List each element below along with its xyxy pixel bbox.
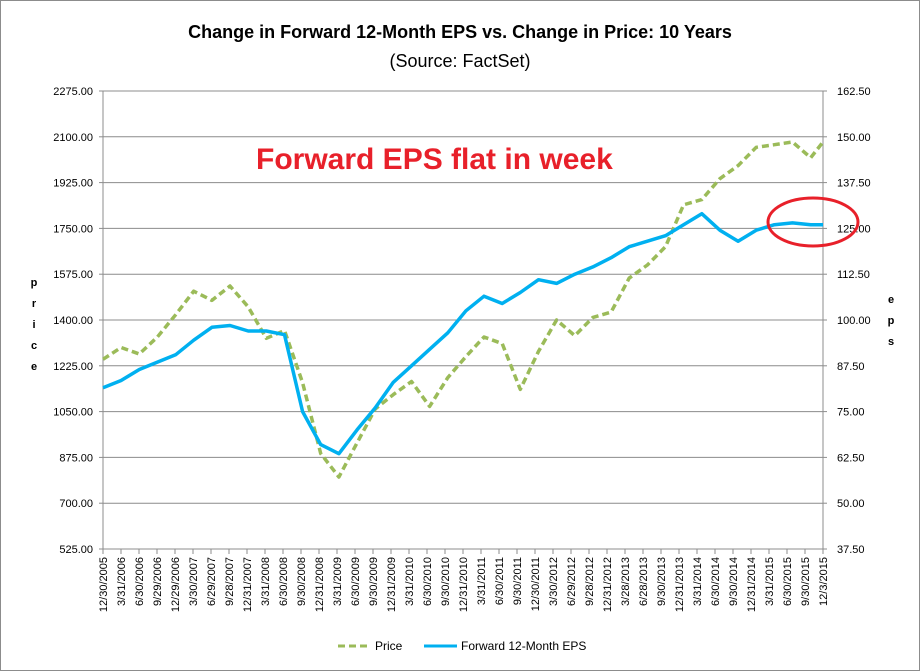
x-tick-label: 9/30/2013 [656,557,668,606]
y2-tick-label: 37.50 [837,544,865,556]
annotation-text: Forward EPS flat in week [256,143,613,176]
y-tick-label: 700.00 [59,498,93,510]
x-tick-label: 9/30/2010 [440,557,452,606]
x-tick-label: 3/31/2010 [404,557,416,606]
y2-tick-label: 50.00 [837,498,865,510]
eps-line [102,211,823,456]
x-tick-label: 12/31/2009 [386,557,398,612]
x-tick-label: 12/31/2010 [458,557,470,612]
left-axis-ticks: 2275.00 2100.00 1925.00 1750.00 1575.00 1400.… [53,86,103,556]
x-tick-label: 6/30/2011 [494,557,506,605]
chart-title: Change in Forward 12-Month EPS vs. Chang… [188,22,732,42]
x-tick-label: 12/30/2011 [530,557,542,611]
x-tick-label: 9/29/2006 [152,557,164,606]
right-axis-ticks: 162.50 150.00 137.50 125.00 112.50 100.00 87.5… [823,86,871,556]
y2-tick-label: 125.00 [837,223,871,235]
y2-tick-label: 87.50 [837,361,865,373]
y2-tick-label: 137.50 [837,178,871,190]
x-tick-label: 12/29/2006 [170,557,182,612]
y-tick-label: 1050.00 [53,407,93,419]
y-tick-label: 2275.00 [53,86,93,98]
x-tick-label: 6/30/2006 [134,557,146,606]
x-tick-label: 3/31/2015 [764,557,776,606]
legend: Price Forward 12-Month EPS [338,639,586,653]
x-tick-label: 9/30/2015 [800,557,812,606]
y-tick-label: 1400.00 [53,315,93,327]
x-tick-label: 12/3/2015 [818,557,830,606]
x-tick-label: 9/28/2012 [584,557,596,606]
x-tick-label: 9/30/2009 [368,557,380,606]
x-tick-label: 9/30/2011 [512,557,524,605]
x-tick-label: 12/31/2012 [602,557,614,612]
x-tick-label: 9/28/2007 [224,557,236,606]
y2-tick-label: 62.50 [837,452,865,464]
y-tick-label: 1925.00 [53,178,93,190]
x-tick-label: 3/28/2013 [620,557,632,606]
x-tick-label: 3/31/2006 [116,557,128,606]
x-tick-label: 6/30/2014 [710,557,722,606]
grid-lines [103,136,823,504]
y2-tick-label: 100.00 [837,315,871,327]
x-tick-label: 6/28/2013 [638,557,650,606]
x-tick-label: 9/30/2014 [728,557,740,606]
x-tick-label: 6/30/2015 [782,557,794,606]
y2-tick-label: 150.00 [837,132,871,144]
x-tick-label: 12/31/2007 [242,557,254,612]
y-tick-label: 2100.00 [53,132,93,144]
x-tick-label: 6/29/2012 [566,557,578,606]
y-tick-label: 1750.00 [53,223,93,235]
series-lines [102,140,825,479]
x-tick-label: 9/30/2008 [296,557,308,606]
x-tick-label: 3/31/2011 [476,557,488,605]
x-tick-label: 3/31/2014 [692,557,704,606]
x-tick-label: 3/31/2008 [260,557,272,606]
x-axis-ticks: 12/30/2005 3/31/2006 6/30/2006 9/29/2006 12/… [98,549,830,612]
x-tick-label: 3/30/2007 [188,557,200,606]
x-tick-label: 3/31/2009 [332,557,344,606]
y2-tick-label: 162.50 [837,86,871,98]
x-tick-label: 6/30/2008 [278,557,290,606]
y-tick-label: 1225.00 [53,361,93,373]
y-tick-label: 525.00 [59,544,93,556]
x-tick-label: 6/30/2009 [350,557,362,606]
y2-tick-label: 75.00 [837,407,865,419]
legend-eps-label: Forward 12-Month EPS [461,639,586,653]
x-tick-label: 12/31/2014 [746,557,758,612]
x-tick-label: 12/31/2008 [314,557,326,612]
highlight-ellipse [766,196,860,248]
x-tick-label: 6/29/2007 [206,557,218,606]
price-line [102,140,825,479]
legend-price-label: Price [375,639,403,653]
x-tick-label: 12/31/2013 [674,557,686,612]
x-tick-label: 6/30/2010 [422,557,434,606]
x-tick-label: 3/30/2012 [548,557,560,606]
y2-tick-label: 112.50 [837,269,870,281]
chart-subtitle: (Source: FactSet) [389,51,530,71]
y-tick-label: 875.00 [59,452,93,464]
x-tick-label: 12/30/2005 [98,557,110,612]
y-tick-label: 1575.00 [53,269,93,281]
